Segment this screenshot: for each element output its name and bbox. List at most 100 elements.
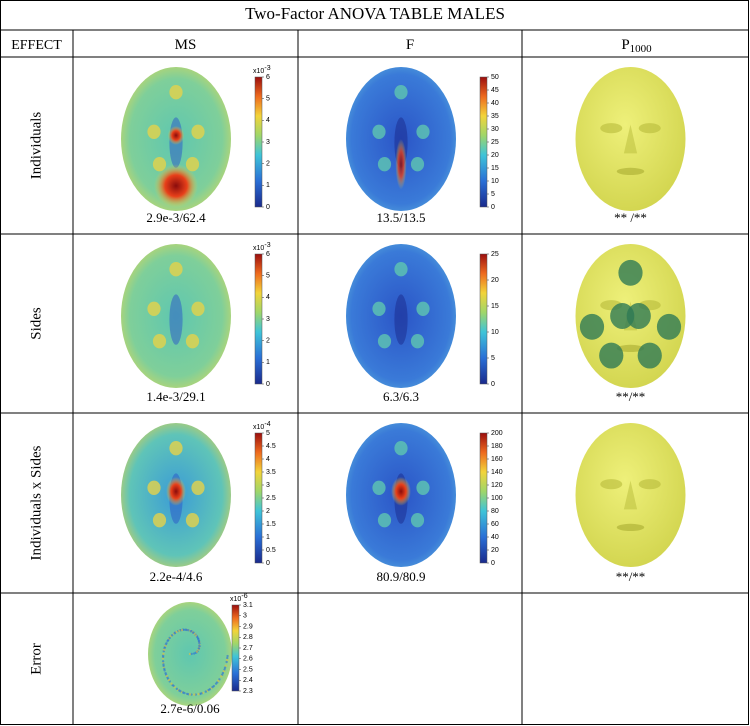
noise-dot [167, 678, 171, 682]
colorbar-tick-label: 40 [491, 100, 499, 107]
cell-caption: **/** [616, 389, 646, 404]
significance-patch [579, 313, 605, 340]
colorbar-tick-label: 0 [266, 560, 270, 567]
feature-spot [394, 85, 408, 100]
colorbar-tick-label: 100 [491, 495, 503, 502]
noise-dot [197, 638, 200, 641]
noise-dot [225, 660, 228, 664]
feature-spot [377, 513, 392, 528]
colorbar-tick-label: 6 [266, 74, 270, 81]
colorbar-tick-label: 3.5 [266, 469, 276, 476]
noise-dot [190, 652, 193, 656]
noise-dot [161, 655, 165, 659]
cell-caption: 80.9/80.9 [376, 569, 425, 584]
colorbar-tick-label: 3 [266, 139, 270, 146]
column-header: MS [175, 37, 197, 53]
nose-band [394, 294, 408, 345]
colorbar-tick-label: 2.7 [243, 645, 253, 652]
feature-spot [377, 334, 392, 349]
noise-dot [189, 629, 193, 633]
cell-caption: 2.2e-4/4.6 [150, 569, 203, 584]
noise-dot [195, 650, 199, 653]
noise-dot [194, 634, 198, 637]
colorbar-tick-label: 0 [266, 381, 270, 388]
feature-spot [152, 513, 167, 528]
noise-dot [172, 684, 175, 688]
noise-dot [223, 666, 227, 669]
colorbar-exponent: -6 [241, 593, 247, 600]
colorbar-tick-label: 30 [491, 126, 499, 133]
colorbar-tick-label: 180 [491, 443, 503, 450]
significance-patch [637, 342, 662, 369]
feature-spot [410, 334, 425, 349]
colorbar-tick-label: 5 [491, 355, 495, 362]
colorbar-tick-label: 10 [491, 329, 499, 336]
noise-dot [185, 628, 188, 632]
significance-patch [618, 259, 643, 286]
noise-dot [181, 691, 185, 694]
row-label: Sides [28, 307, 44, 340]
colorbar-tick-label: 40 [491, 534, 499, 541]
hot-spot [395, 139, 407, 190]
noise-dot [168, 636, 171, 640]
hot-spot [166, 477, 186, 506]
noise-dot [226, 654, 229, 658]
significance-patch [626, 303, 651, 329]
noise-dot [197, 640, 201, 643]
noise-dot [197, 647, 201, 650]
feature-spot [152, 334, 167, 349]
face-map [346, 244, 456, 388]
noise-dot [163, 667, 166, 671]
noise-dot [175, 630, 178, 634]
colorbar-tick-label: 4 [266, 294, 270, 301]
colorbar-tick-label: 1 [266, 359, 270, 366]
colorbar-tick-label: 35 [491, 113, 499, 120]
noise-dot [217, 679, 220, 683]
significance-patch [599, 342, 624, 369]
colorbar-tick-label: 2.6 [243, 656, 253, 663]
feature-spot [191, 124, 205, 139]
cell-caption: ** /** [614, 210, 647, 225]
colorbar-tick-label: 0 [266, 204, 270, 211]
face-map [148, 602, 232, 706]
noise-dot [211, 685, 214, 689]
colorbar-tick-label: 2.5 [243, 666, 253, 673]
noise-dot [207, 688, 210, 692]
feature-spot [152, 157, 167, 172]
colorbar-tick-label: 25 [491, 251, 499, 258]
feature-spot [169, 85, 183, 100]
colorbar-tick-label: 2.8 [243, 634, 253, 641]
colorbar-tick-label: 3 [243, 613, 247, 620]
colorbar-tick-label: 20 [491, 547, 499, 554]
colorbar-tick-label: 2.5 [266, 495, 276, 502]
nose [623, 480, 638, 510]
noise-dot [198, 644, 201, 648]
noise-dot [180, 628, 184, 632]
noise-dot [170, 682, 173, 685]
colorbar-tick-label: 2 [266, 508, 270, 515]
noise-dot [162, 652, 165, 656]
feature-spot [191, 301, 205, 316]
noise-dot [200, 692, 203, 695]
face-map [575, 423, 686, 567]
row-label: Individuals x Sides [28, 445, 44, 560]
colorbar-tick-label: 2.9 [243, 623, 253, 630]
column-header: F [406, 37, 414, 53]
colorbar-tick-label: 25 [491, 139, 499, 146]
feature-spot [372, 301, 386, 316]
cell-caption: 1.4e-3/29.1 [146, 389, 205, 404]
colorbar-tick-label: 140 [491, 469, 503, 476]
colorbar-tick-label: 5 [266, 96, 270, 103]
feature-spot [191, 480, 205, 495]
column-header: P [621, 37, 629, 53]
feature-spot [169, 441, 183, 456]
noise-dot [193, 693, 196, 696]
colorbar-tick-label: 0 [491, 381, 495, 388]
colorbar-tick-label: 80 [491, 508, 499, 515]
noise-dot [226, 656, 229, 660]
feature-spot [410, 157, 425, 172]
noise-dot [164, 672, 167, 675]
mouth [616, 523, 645, 532]
noise-dot [167, 638, 170, 642]
noise-dot [225, 658, 229, 662]
